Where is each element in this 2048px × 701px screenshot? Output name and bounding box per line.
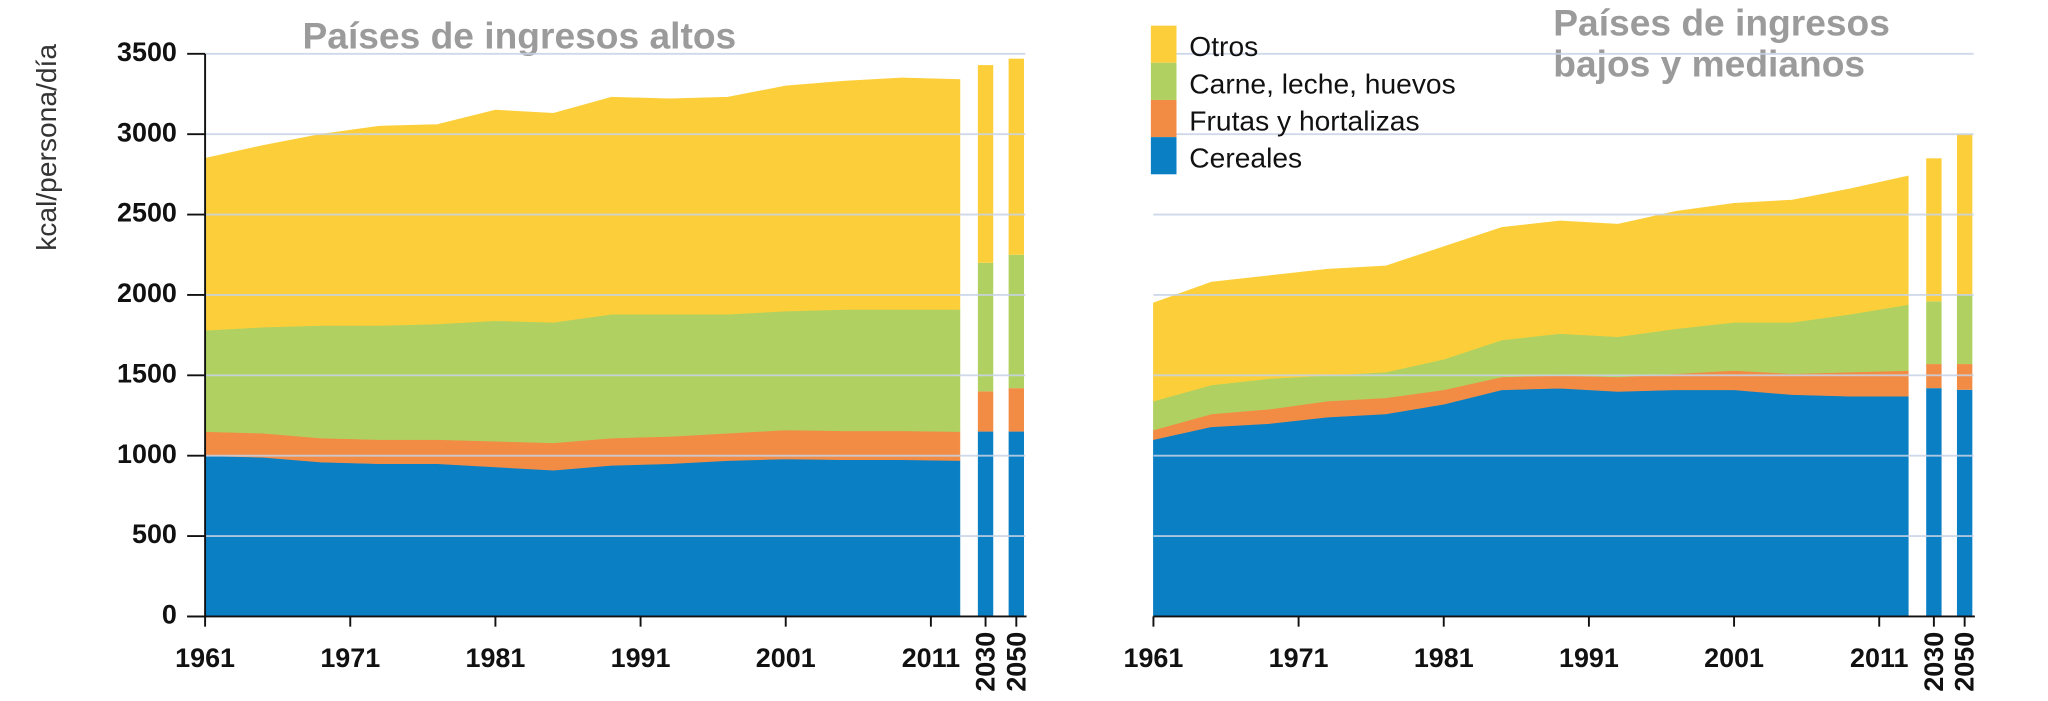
x-tick-label: 1971 [320, 643, 380, 673]
bar [1008, 58, 1024, 255]
legend-swatch [1150, 137, 1177, 175]
bar [1008, 388, 1024, 432]
bar [977, 391, 994, 432]
x-tick-label: 2050 [1001, 632, 1031, 692]
bar [1926, 301, 1942, 365]
y-axis-label: kcal/persona/día [30, 44, 62, 251]
y-tick-label: 0 [162, 600, 177, 630]
legend-swatch [1150, 25, 1177, 63]
legend-label: Frutas y hortalizas [1189, 104, 1419, 136]
bar [1926, 158, 1942, 302]
legend-swatch [1150, 62, 1177, 100]
x-tick-label: 1981 [465, 643, 525, 673]
y-tick-label: 1500 [117, 358, 177, 388]
legend-label: Cereales [1189, 142, 1302, 174]
y-tick-label: 3000 [117, 117, 177, 147]
area [204, 77, 961, 331]
y-tick-label: 2500 [117, 198, 177, 228]
bar [977, 262, 994, 392]
bar [1008, 431, 1024, 617]
x-tick-label: 2001 [756, 643, 816, 673]
bar [1926, 388, 1942, 617]
x-tick-label: 1991 [611, 643, 671, 673]
chart-title: bajos y medianos [1553, 42, 1865, 84]
x-tick-label: 2030 [971, 632, 1001, 692]
y-tick-label: 1000 [117, 439, 177, 469]
x-tick-label: 2050 [1950, 632, 1980, 692]
x-tick-label: 1991 [1559, 643, 1619, 673]
x-tick-label: 1961 [1124, 643, 1184, 673]
x-tick-label: 2030 [1919, 632, 1949, 692]
y-tick-label: 3500 [117, 37, 177, 67]
y-tick-label: 2000 [117, 278, 177, 308]
chart-title: Países de ingresos altos [302, 14, 736, 56]
x-tick-label: 2001 [1704, 643, 1764, 673]
x-tick-label: 1961 [175, 643, 235, 673]
legend-label: Carne, leche, huevos [1189, 67, 1455, 99]
bar [1956, 294, 1973, 365]
x-tick-label: 2011 [902, 643, 960, 673]
legend-swatch [1150, 99, 1177, 138]
x-tick-label: 1981 [1414, 643, 1474, 673]
y-tick-label: 500 [132, 519, 177, 549]
x-tick-label: 1971 [1269, 643, 1329, 673]
bar [977, 65, 994, 263]
bar [1956, 389, 1973, 617]
legend-label: Otros [1189, 30, 1258, 62]
area [1153, 175, 1909, 402]
x-tick-label: 2011 [1850, 643, 1908, 673]
bar [977, 431, 994, 617]
bar [1956, 364, 1973, 390]
bar [1008, 254, 1024, 389]
chart-title: Países de ingresos [1553, 1, 1890, 43]
